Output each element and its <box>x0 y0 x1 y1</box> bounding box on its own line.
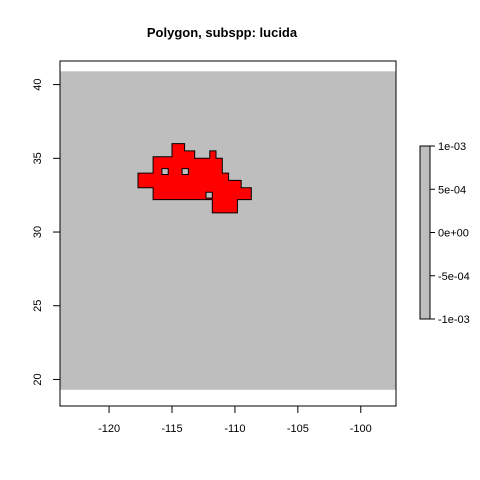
y-tick-label: 20 <box>32 373 44 385</box>
map-panel <box>59 60 397 407</box>
x-tick-label: -110 <box>224 423 245 435</box>
polygon-region <box>137 143 252 214</box>
x-axis: -120 -115 -110 -105 -100 <box>98 405 372 435</box>
y-tick-label: 25 <box>32 300 44 312</box>
legend-tick-label: 0e+00 <box>438 228 469 240</box>
legend-tick-label: 5e-04 <box>438 184 466 196</box>
y-axis: 20 25 30 35 40 <box>32 78 61 386</box>
x-tick-label: -115 <box>161 423 182 435</box>
color-legend: 1e-03 5e-04 0e+00 -5e-04 -1e-03 <box>419 141 470 326</box>
legend-color-bar <box>419 145 431 320</box>
x-tick-label: -105 <box>287 423 309 435</box>
legend-tick-label: -1e-03 <box>438 314 470 326</box>
chart-title: Polygon, subspp: lucida <box>147 25 298 40</box>
legend-tick-label: -5e-04 <box>438 271 470 283</box>
y-tick-label: 40 <box>32 78 44 90</box>
y-tick-label: 35 <box>32 152 44 164</box>
legend-tick-label: 1e-03 <box>438 141 466 153</box>
raster-background <box>60 71 396 390</box>
x-tick-label: -100 <box>350 423 372 435</box>
y-tick-label: 30 <box>32 226 44 238</box>
x-tick-label: -120 <box>98 423 120 435</box>
